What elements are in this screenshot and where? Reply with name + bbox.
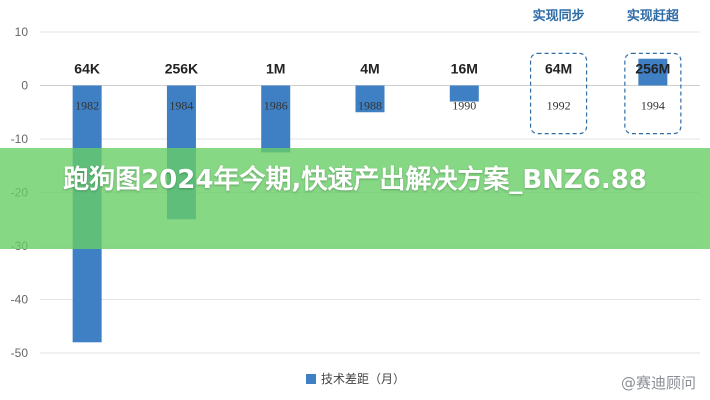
y-tick-label: 0 xyxy=(21,79,28,93)
y-tick-label: -40 xyxy=(11,293,29,307)
annotations: 实现同步 实现赶超 xyxy=(529,8,682,135)
bar-top-label: 16M xyxy=(451,61,478,77)
bar xyxy=(638,58,668,86)
bar-labels: 64K 1982 256K 1984 1M 1986 4M 1988 16M 1990 64M 199… xyxy=(74,61,670,113)
bar-top-label: 4M xyxy=(360,61,379,77)
bar-top-label: 1M xyxy=(266,61,285,77)
legend-swatch xyxy=(306,374,316,384)
category-label: 1992 xyxy=(547,99,571,113)
category-label: 1986 xyxy=(264,99,288,113)
category-label: 1990 xyxy=(452,99,476,113)
bar-top-label: 256K xyxy=(165,61,198,77)
watermark: @赛迪顾问 xyxy=(620,374,696,392)
category-label: 1988 xyxy=(358,99,382,113)
category-label: 1982 xyxy=(75,99,99,113)
bar-top-label: 256M xyxy=(635,61,670,77)
bar-top-label: 64K xyxy=(74,61,100,77)
annotation-label: 实现同步 xyxy=(533,8,585,24)
annotation-box xyxy=(624,52,682,135)
y-tick-label: -50 xyxy=(11,346,29,360)
annotation-label: 实现赶超 xyxy=(627,8,680,24)
overlay-banner xyxy=(0,148,710,249)
bar xyxy=(355,85,385,113)
bar xyxy=(449,85,479,102)
y-tick-label: -10 xyxy=(11,132,29,146)
legend-label: 技术差距（月） xyxy=(321,372,405,386)
category-label: 1994 xyxy=(641,99,665,113)
category-label: 1984 xyxy=(169,99,193,113)
legend: 技术差距（月） xyxy=(306,372,405,386)
annotation-box xyxy=(529,52,588,135)
bar-top-label: 64M xyxy=(545,61,572,77)
y-tick-label: 10 xyxy=(15,25,29,39)
bar xyxy=(261,85,291,153)
banner-text: 跑狗图2024年今期,快速产出解决方案_BNZ6.88 xyxy=(63,165,647,195)
